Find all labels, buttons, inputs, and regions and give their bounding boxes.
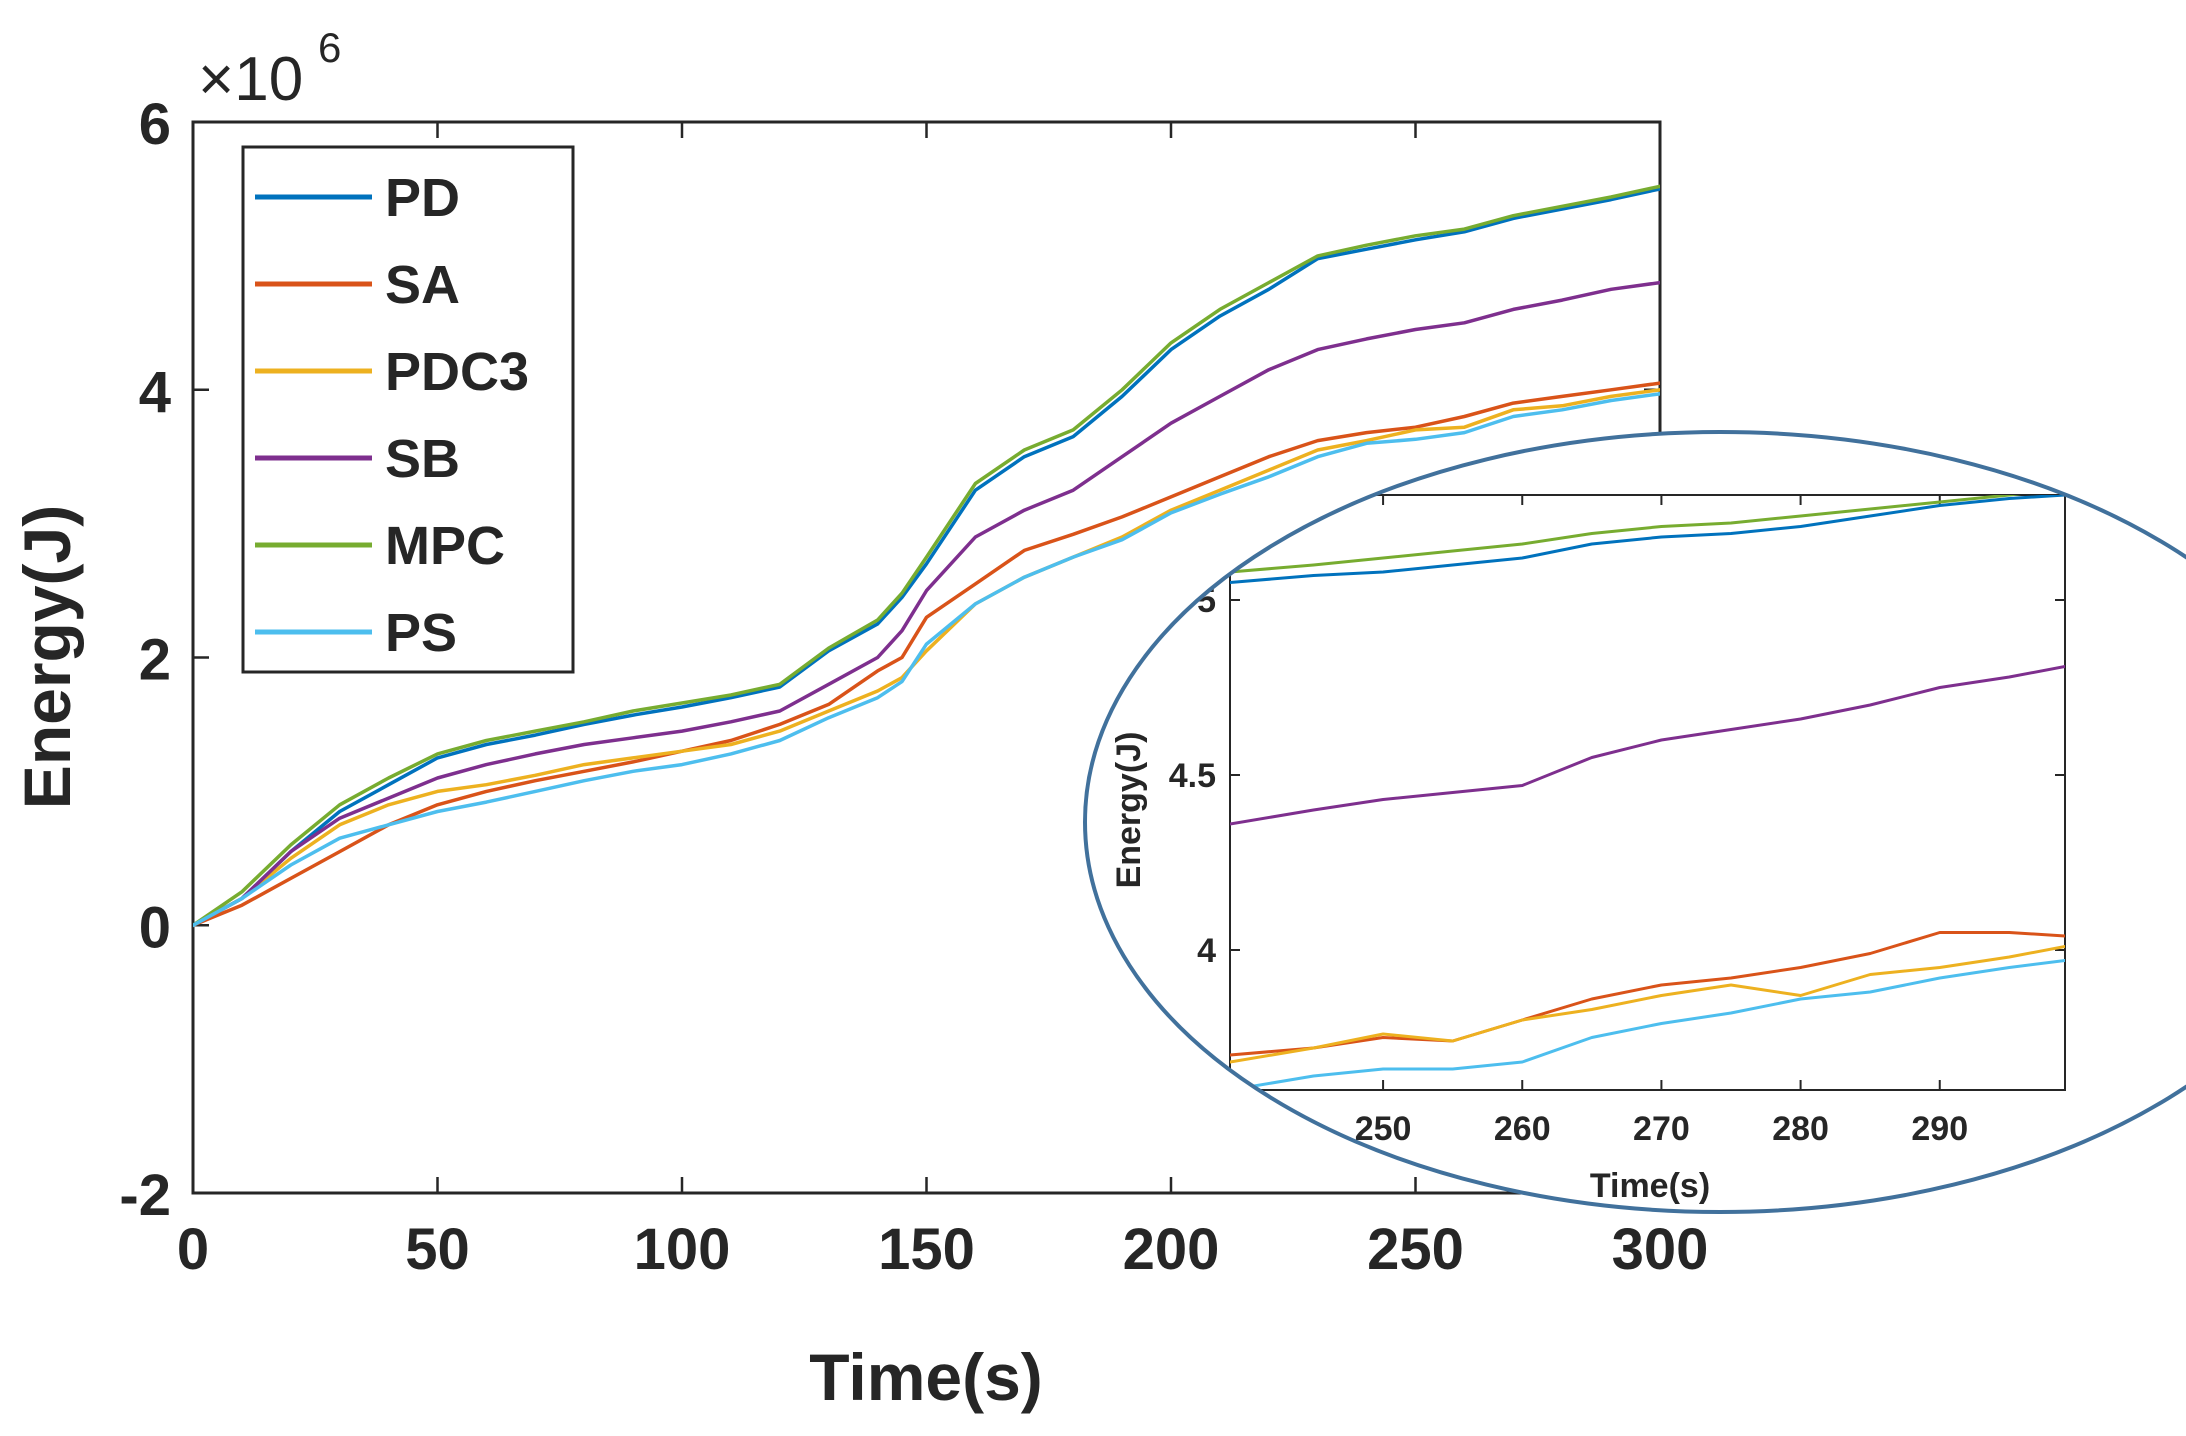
main-x-tick-label: 250: [1367, 1217, 1464, 1282]
inset-y-axis-title: Energy(J): [1110, 732, 1148, 889]
inset-series-lines: [1230, 495, 2065, 1090]
main-series-lines: [193, 184, 1660, 928]
inset-x-tick-label: 280: [1772, 1110, 1829, 1148]
main-y-tick-label: 0: [139, 895, 171, 960]
main-x-tick-label: 150: [878, 1217, 975, 1282]
legend-label-pd: PD: [385, 168, 460, 228]
inset-x-tick-label: 290: [1911, 1110, 1968, 1148]
main-x-tick-label: 200: [1123, 1217, 1220, 1282]
main-x-tick-label: 300: [1612, 1217, 1709, 1282]
series-line-sb: [193, 280, 1660, 928]
series-line-ps: [193, 392, 1660, 928]
series-line-pd: [1230, 495, 2065, 584]
series-line-sb: [1230, 665, 2065, 826]
main-y-tick-label: 2: [139, 628, 171, 693]
legend-label-mpc: MPC: [385, 516, 505, 576]
inset-y-tick-label: 4: [1197, 932, 1216, 970]
main-y-axis-title: Energy(J): [10, 505, 84, 809]
main-x-axis-title: Time(s): [809, 1340, 1043, 1414]
series-line-pd: [193, 187, 1660, 928]
main-y-tick-label: -2: [119, 1163, 171, 1228]
inset-tick-marks: [1230, 495, 2065, 1090]
inset-y-tick-label: 4.5: [1169, 757, 1216, 795]
legend-label-sb: SB: [385, 429, 460, 489]
legend-box: [241, 145, 575, 674]
inset-ellipse-border: [1083, 430, 2186, 1214]
inset-x-tick-label: 260: [1494, 1110, 1551, 1148]
main-x-tick-label: 0: [177, 1217, 209, 1282]
series-line-sa: [1230, 931, 2065, 1057]
series-line-sa: [193, 381, 1660, 928]
series-line-mpc: [1230, 495, 2065, 574]
series-line-pdc3: [1230, 945, 2065, 1064]
main-x-tick-label: 50: [405, 1217, 470, 1282]
series-line-ps: [1230, 959, 2065, 1090]
series-line-mpc: [193, 184, 1660, 928]
legend: PD SA PDC3 SB MPC PS: [241, 145, 575, 674]
legend-label-ps: PS: [385, 603, 457, 663]
inset-x-tick-label: 250: [1355, 1110, 1412, 1148]
inset-x-axis-title: Time(s): [1590, 1167, 1710, 1205]
legend-label-sa: SA: [385, 255, 460, 315]
main-x-tick-label: 100: [634, 1217, 731, 1282]
main-y-tick-label: 6: [139, 92, 171, 157]
legend-label-pdc3: PDC3: [385, 342, 529, 402]
exponent-label: ×10 6: [198, 24, 341, 114]
main-y-tick-label: 4: [139, 360, 171, 425]
exponent-base: ×10: [198, 45, 303, 114]
inset-x-tick-label: 270: [1633, 1110, 1690, 1148]
inset-axes-box: [1229, 494, 2066, 1091]
exponent-power: 6: [318, 24, 341, 71]
